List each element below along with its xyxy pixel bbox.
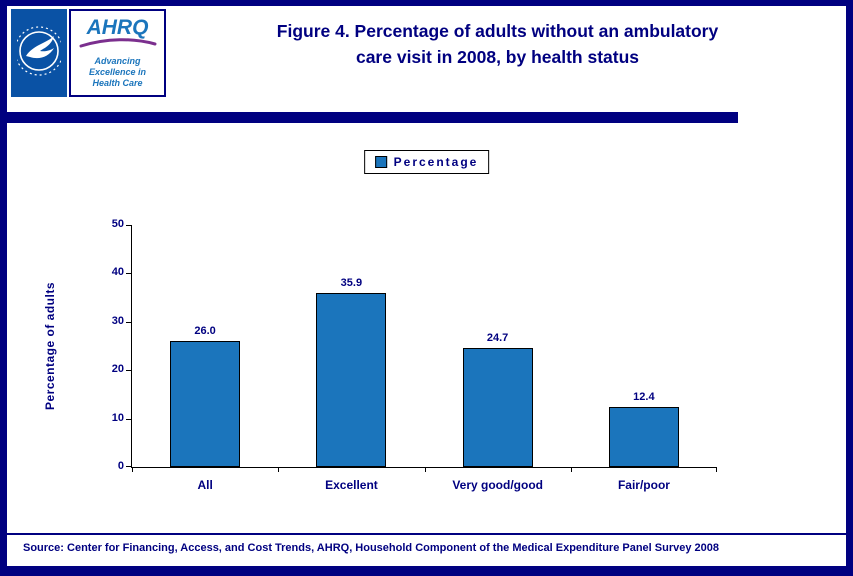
y-tick-label: 40 [111, 266, 124, 279]
y-tick-label: 20 [111, 363, 124, 376]
ahrq-tagline: Advancing Excellence in Health Care [89, 56, 146, 89]
y-tick-label: 10 [111, 411, 124, 424]
y-tick-label: 30 [111, 314, 124, 327]
ahrq-logo: AHRQ Advancing Excellence in Health Care [69, 9, 166, 97]
y-tick-mark [126, 273, 132, 275]
category-label: Fair/poor [617, 478, 670, 492]
y-tick-mark [126, 225, 132, 226]
ahrq-tagline-line2: Excellence in [88, 66, 147, 77]
category-label: Very good/good [452, 478, 543, 492]
hhs-eagle-icon [14, 15, 64, 92]
figure-title: Figure 4. Percentage of adults without a… [177, 18, 818, 70]
bar-very-good-good [462, 347, 533, 467]
ahrq-tagline-line1: Advancing [94, 55, 141, 66]
chart-legend: Percentage [363, 150, 490, 174]
y-tick-label: 50 [111, 218, 124, 230]
figure-title-line1: Figure 4. Percentage of adults without a… [276, 21, 719, 41]
x-tick-mark [716, 467, 717, 472]
y-tick-mark [126, 466, 132, 467]
footer-divider-line [7, 533, 846, 535]
bar-value-label: 24.7 [486, 331, 509, 344]
x-tick-mark [278, 467, 280, 472]
category-label: Excellent [325, 478, 378, 492]
source-note: Source: Center for Financing, Access, an… [23, 542, 719, 554]
y-tick-mark [126, 370, 132, 372]
x-tick-mark [570, 467, 572, 472]
bar-value-label: 35.9 [340, 277, 363, 290]
figure-title-line2: care visit in 2008, by health status [355, 47, 640, 67]
y-tick-mark [126, 321, 132, 323]
category-label: All [197, 478, 213, 492]
bar-value-label: 12.4 [633, 391, 655, 403]
y-tick-label: 0 [117, 460, 124, 472]
y-axis-title-text: Percentage of adults [43, 281, 57, 411]
legend-label: Percentage [393, 155, 479, 169]
x-tick-mark [424, 467, 426, 472]
y-tick-mark [126, 418, 132, 420]
ahrq-tagline-line3: Health Care [92, 77, 143, 88]
bar-value-label: 26.0 [194, 325, 216, 338]
plot-area: 0 10 20 30 40 50 26.0 All 35.9 Excellent 24.7 Very … [112, 218, 717, 492]
y-axis-title: Percentage of adults [41, 225, 59, 467]
bar-all [170, 341, 241, 467]
ahrq-acronym: AHRQ [86, 15, 149, 39]
header-divider-bar [7, 112, 738, 123]
bar-fair-poor [608, 407, 679, 467]
ahrq-swoosh-icon [79, 36, 157, 54]
bar-excellent [316, 293, 387, 467]
legend-swatch [374, 156, 387, 168]
hhs-logo [11, 9, 67, 97]
x-tick-mark [132, 467, 133, 472]
